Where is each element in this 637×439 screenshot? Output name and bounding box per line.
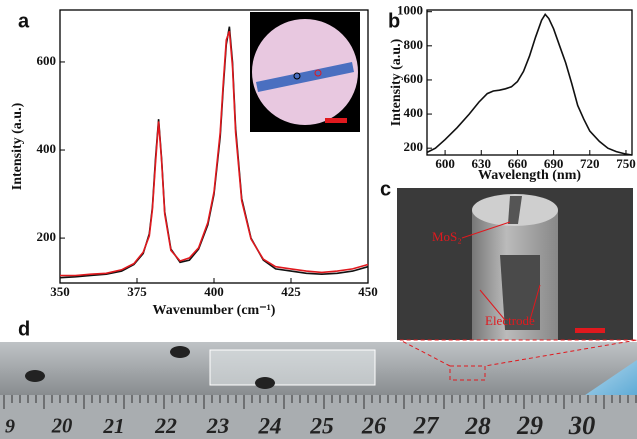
ruler-label: 26	[361, 413, 387, 439]
inset-marker	[314, 69, 322, 77]
x-axis-label: Wavenumber (cm⁻¹)	[153, 303, 276, 318]
y-tick-label: 600	[404, 71, 424, 86]
inset-marker	[293, 72, 301, 80]
x-tick-label: 425	[281, 284, 301, 299]
sem-flake	[508, 196, 522, 224]
y-tick-label: 200	[37, 229, 57, 244]
ruler-label: 27	[413, 413, 440, 439]
photo-label: MoS₂	[432, 229, 462, 244]
ruler-label: 23	[206, 413, 229, 438]
pointer	[529, 284, 541, 321]
ruler-label: 21	[102, 414, 124, 438]
y-tick-label: 400	[404, 105, 424, 120]
ruler-label: 25	[309, 413, 334, 439]
screw	[255, 377, 275, 389]
x-tick-label: 400	[204, 284, 224, 299]
x-tick-label: 720	[580, 156, 600, 171]
x-tick-label: 350	[50, 284, 70, 299]
ruler-scale: 9 20 21 22 23 24 25 26 27 28 29 30	[3, 395, 637, 439]
ruler-label: 30	[568, 410, 596, 439]
x-tick-label: 630	[472, 156, 492, 171]
panel-label: c	[380, 178, 391, 200]
panel-label: a	[18, 10, 30, 32]
inset-strip	[256, 62, 354, 92]
zoom-box	[449, 365, 486, 381]
zoom-lines	[399, 339, 637, 367]
plot-frame	[426, 9, 633, 156]
y-axis-label: Intensity (a.u.)	[389, 38, 404, 126]
ruler-label: 24	[258, 413, 282, 438]
screw	[25, 370, 45, 382]
sem-electrode	[500, 255, 540, 330]
scale-bar	[575, 328, 605, 333]
spectrum-line	[60, 30, 369, 277]
x-tick-label: 750	[616, 156, 636, 171]
x-tick-label: 690	[544, 156, 564, 171]
x-tick-label: 375	[127, 284, 147, 299]
y-tick-label: 200	[404, 139, 424, 154]
x-tick-label: 600	[435, 156, 455, 171]
ruler-label: 22	[154, 414, 177, 438]
ruler-label: 28	[464, 412, 491, 439]
pointer	[461, 221, 511, 239]
y-tick-label: 600	[37, 53, 57, 68]
x-tick-label: 660	[508, 156, 528, 171]
scale-bar	[325, 118, 347, 123]
y-tick-label: 1000	[397, 3, 423, 18]
ruler-label: 20	[51, 416, 73, 438]
y-axis-label: Intensity (a.u.)	[10, 102, 25, 190]
y-tick-label: 800	[404, 37, 424, 52]
ruler	[0, 395, 637, 439]
x-axis-label: Wavelength (nm)	[478, 168, 581, 183]
photo-label: Electrode	[485, 313, 535, 328]
ruler-label: 29	[516, 411, 543, 439]
x-tick-label: 450	[358, 284, 378, 299]
screw	[170, 346, 190, 358]
panel-label: b	[388, 10, 400, 32]
ruler-label: 9	[5, 416, 15, 438]
y-tick-label: 400	[37, 141, 57, 156]
substrate	[209, 349, 376, 386]
pointer	[479, 289, 506, 321]
panel-label: d	[18, 318, 30, 340]
spectrum-line	[426, 12, 633, 156]
